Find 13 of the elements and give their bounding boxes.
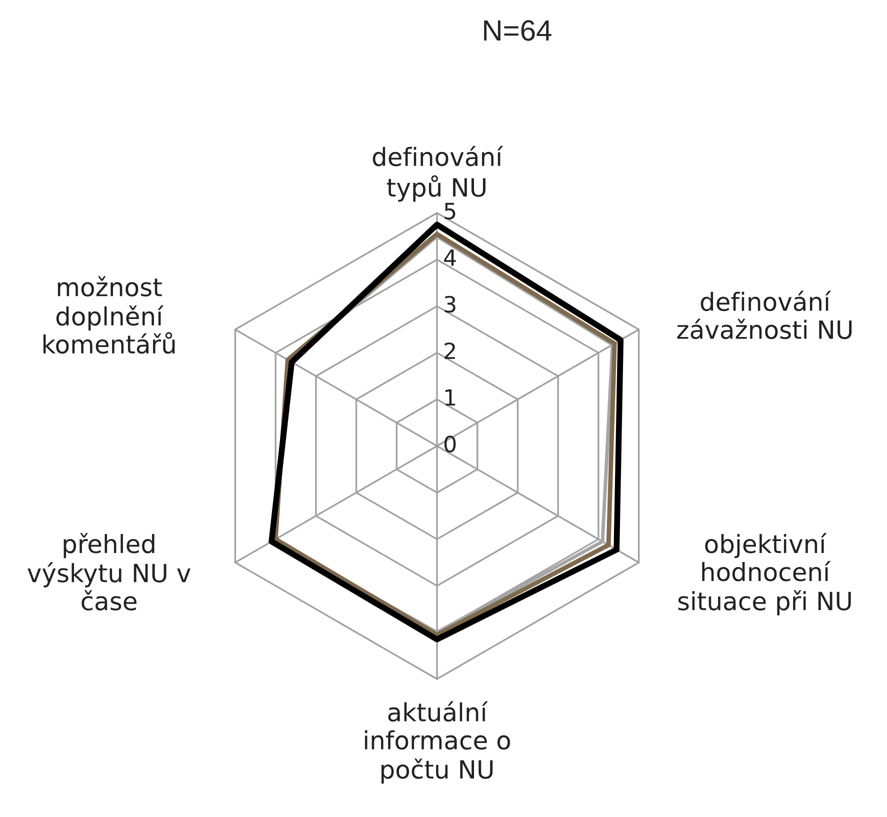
y-tick-label: 2 [444,342,455,359]
spoke-label: objektivní hodnocení situace při NU [678,532,851,616]
chart-title: N=64 [484,20,552,41]
y-tick-label: 3 [444,296,456,313]
spoke-label: aktuální informace o počtu NU [364,701,510,784]
y-tick-label: 5 [444,202,456,220]
spoke-label: přehled výskytu NU v čase [28,532,190,610]
spoke-label: definování typů NU [372,146,504,202]
spoke-label: možnost doplnění komentářů [43,276,175,354]
y-tick-label: 0 [444,436,456,452]
y-tick-label: 4 [444,250,456,266]
spoke-label: definování závažnosti NU [677,290,852,340]
y-tick-label: 1 [445,389,456,406]
